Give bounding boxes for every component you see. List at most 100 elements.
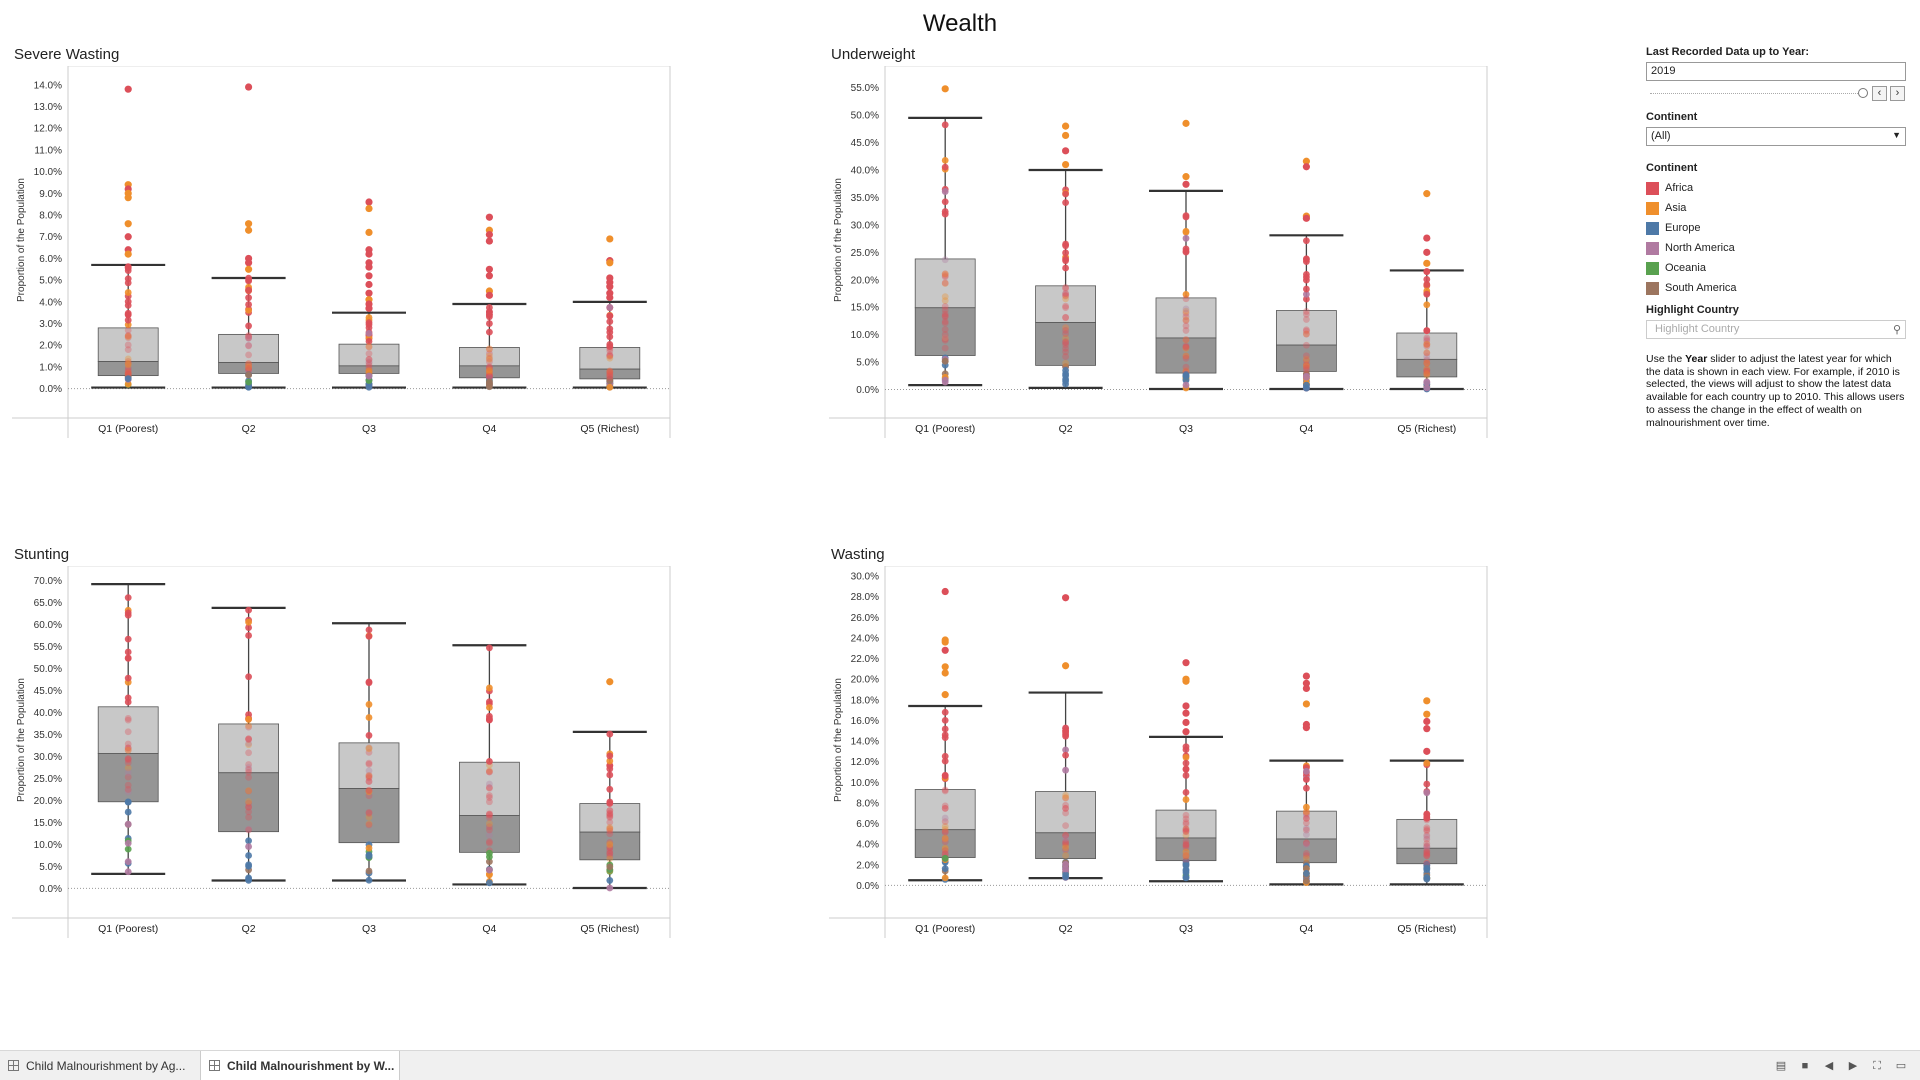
country-dot — [1062, 367, 1069, 374]
show-filmstrip-icon[interactable]: ▤ — [1775, 1060, 1787, 1072]
country-dot — [245, 306, 253, 314]
country-dot — [941, 844, 949, 852]
next-sheet-icon[interactable]: ▶ — [1848, 1060, 1858, 1072]
country-dot — [245, 363, 253, 371]
tab-navigation: ▤ ■ ◀ ▶ ⛶ ▭ — [1774, 1059, 1908, 1073]
country-dot — [486, 373, 493, 381]
country-dot — [606, 818, 614, 826]
country-dot — [124, 594, 132, 602]
show-tabs-icon[interactable]: ■ — [1801, 1060, 1809, 1072]
country-dot — [941, 716, 949, 724]
country-dot — [1423, 827, 1431, 835]
country-dot — [365, 771, 373, 779]
country-dot — [606, 369, 614, 377]
slider-prev-button[interactable]: ‹ — [1872, 86, 1887, 101]
outlier-dot — [941, 669, 949, 677]
country-dot — [1062, 290, 1069, 298]
country-dot — [245, 740, 253, 747]
country-dot — [486, 871, 493, 879]
year-slider[interactable]: ‹ › — [1646, 85, 1906, 103]
chart-severe-wasting[interactable]: 0.0% 1.0% 2.0% 3.0% 4.0% 5.0% 6.0% 7.0% 8.0% 9.0%… — [12, 66, 832, 538]
fullscreen-icon[interactable]: ⛶ — [1873, 1060, 1881, 1072]
highlight-country-label: Highlight Country — [1646, 304, 1739, 316]
country-dot — [941, 823, 949, 830]
box-plot-3 — [452, 213, 527, 391]
continent-dropdown[interactable]: (All) ▼ — [1646, 127, 1906, 146]
box-upper — [1035, 791, 1097, 834]
country-dot — [1062, 801, 1069, 809]
country-dot — [1062, 871, 1069, 879]
y-tick-label: 30.0% — [851, 572, 879, 583]
search-icon[interactable]: ⚲ — [1892, 324, 1901, 336]
presentation-icon[interactable]: ▭ — [1895, 1060, 1907, 1072]
x-tick-label: Q3 — [1179, 923, 1193, 935]
country-dot — [941, 297, 949, 305]
country-dot — [124, 298, 132, 306]
legend-item-north-america[interactable]: North America — [1646, 238, 1906, 258]
country-dot — [1062, 324, 1069, 332]
chart-wasting[interactable]: 0.0% 2.0% 4.0% 6.0% 8.0% 10.0% 12.0% 14.0% 16.0%… — [829, 566, 1649, 1038]
tab-malnourishment-by-wealth[interactable]: Child Malnourishment by W... — [200, 1051, 400, 1080]
country-dot — [1423, 337, 1431, 345]
country-dot — [941, 188, 949, 195]
country-dot — [245, 286, 253, 294]
country-dot — [1303, 854, 1310, 862]
country-dot — [1423, 833, 1431, 841]
slider-next-button[interactable]: › — [1890, 86, 1905, 101]
y-tick-label: 20.0% — [851, 275, 879, 286]
highlight-country-input[interactable]: Highlight Country ⚲ — [1646, 320, 1906, 339]
country-dot — [124, 769, 132, 776]
country-dot — [606, 849, 614, 857]
outlier-dot — [485, 272, 493, 280]
chart-underweight[interactable]: 0.0% 5.0% 10.0% 15.0% 20.0% 25.0% 30.0% 35.0% 40… — [829, 66, 1649, 538]
country-dot — [606, 798, 614, 806]
legend-item-asia[interactable]: Asia — [1646, 198, 1906, 218]
country-dot — [486, 831, 493, 839]
country-dot — [1182, 227, 1190, 235]
country-dot — [486, 839, 493, 847]
country-dot — [1423, 780, 1431, 788]
country-dot — [245, 787, 253, 795]
country-dot — [365, 359, 373, 367]
country-dot — [486, 644, 493, 652]
chart-stunting[interactable]: 0.0% 5.0% 10.0% 15.0% 20.0% 25.0% 30.0% 35.0% 40… — [12, 566, 832, 1038]
country-dot — [1182, 336, 1190, 343]
country-dot — [1303, 310, 1310, 318]
country-dot — [1182, 354, 1190, 362]
country-dot — [245, 341, 253, 349]
tab-malnourishment-by-age[interactable]: Child Malnourishment by Ag... — [0, 1051, 200, 1080]
legend-item-africa[interactable]: Africa — [1646, 178, 1906, 198]
country-dot — [1423, 810, 1431, 818]
year-input[interactable]: 2019 — [1646, 62, 1906, 81]
legend-item-europe[interactable]: Europe — [1646, 218, 1906, 238]
country-dot — [1182, 856, 1190, 864]
chevron-down-icon[interactable]: ▼ — [1892, 130, 1901, 140]
country-dot — [124, 346, 132, 354]
country-dot — [486, 369, 493, 376]
outlier-dot — [1423, 248, 1431, 256]
legend-item-oceania[interactable]: Oceania — [1646, 258, 1906, 278]
legend-item-south-america[interactable]: South America — [1646, 278, 1906, 298]
country-dot — [1062, 249, 1069, 257]
y-tick-label: 10.0% — [34, 167, 62, 178]
country-dot — [1423, 334, 1431, 342]
country-dot — [365, 350, 373, 357]
country-dot — [1182, 291, 1190, 298]
country-dot — [245, 736, 253, 744]
country-dot — [365, 732, 373, 739]
country-dot — [1423, 384, 1431, 392]
country-dot — [941, 293, 949, 301]
slider-thumb[interactable] — [1858, 88, 1868, 98]
y-tick-label: 8.0% — [856, 798, 879, 809]
y-tick-label: 3.0% — [39, 319, 62, 330]
legend-swatch — [1646, 201, 1659, 215]
country-dot — [606, 830, 614, 838]
country-dot — [1423, 859, 1431, 867]
y-tick-label: 8.0% — [39, 211, 62, 222]
slider-track[interactable] — [1650, 93, 1860, 94]
prev-sheet-icon[interactable]: ◀ — [1824, 1060, 1834, 1072]
box-upper — [1035, 285, 1097, 323]
outlier-dot — [1062, 594, 1070, 602]
country-dot — [245, 764, 253, 771]
country-dot — [941, 256, 949, 264]
